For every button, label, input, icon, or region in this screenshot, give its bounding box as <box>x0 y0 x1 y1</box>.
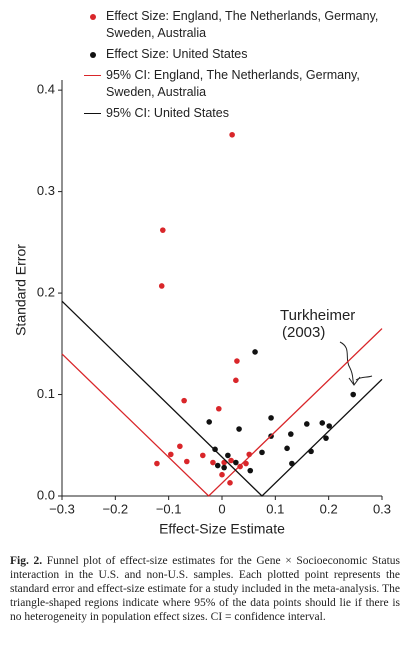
x-tick-label: −0.2 <box>102 501 128 516</box>
annotation-arrowhead <box>348 376 361 386</box>
x-tick-label: 0.2 <box>320 501 338 516</box>
legend-entry: 95% CI: England, The Netherlands, German… <box>84 67 384 101</box>
point <box>227 480 233 486</box>
point <box>236 426 242 432</box>
point <box>216 405 222 412</box>
point <box>229 131 235 138</box>
point <box>184 458 190 465</box>
point <box>304 421 310 427</box>
y-tick-label: 0.4 <box>37 82 55 97</box>
legend-marker <box>84 113 101 114</box>
x-tick-label: −0.1 <box>156 501 182 516</box>
y-tick-label: 0.3 <box>37 183 55 198</box>
legend-marker <box>84 75 101 76</box>
x-tick-label: 0 <box>218 501 225 516</box>
point <box>221 464 227 471</box>
point <box>154 460 160 467</box>
point <box>259 449 265 456</box>
point <box>168 451 174 458</box>
legend-label: 95% CI: England, The Netherlands, German… <box>106 68 360 99</box>
annotation: Turkheimer <box>280 307 355 324</box>
point <box>219 471 225 478</box>
point <box>323 435 329 441</box>
point <box>177 443 183 450</box>
annotation: (2003) <box>282 324 325 341</box>
point <box>158 283 165 289</box>
point <box>225 452 231 459</box>
point <box>268 415 274 421</box>
point <box>237 463 243 470</box>
point <box>214 462 221 469</box>
y-tick-label: 0.1 <box>37 386 55 401</box>
legend-label: Effect Size: England, The Netherlands, G… <box>106 9 379 40</box>
point <box>206 419 212 425</box>
y-tick-label: 0.0 <box>37 487 55 502</box>
point <box>160 227 166 233</box>
point <box>200 452 206 459</box>
x-tick-label: −0.3 <box>49 501 75 516</box>
legend-entry: Effect Size: United States <box>84 46 384 63</box>
annotation-arrow <box>355 375 373 381</box>
x-tick-label: 0.3 <box>373 501 391 516</box>
point <box>288 431 294 437</box>
legend: Effect Size: England, The Netherlands, G… <box>84 8 384 126</box>
x-axis-title: Effect-Size Estimate <box>159 521 285 537</box>
point <box>252 349 258 355</box>
legend-label: 95% CI: United States <box>106 106 229 120</box>
point <box>233 459 239 466</box>
point <box>284 445 290 452</box>
caption-label: Fig. 2. <box>10 555 43 567</box>
legend-entry: 95% CI: United States <box>84 105 384 122</box>
legend-entry: Effect Size: England, The Netherlands, G… <box>84 8 384 42</box>
legend-marker <box>90 14 96 20</box>
legend-label: Effect Size: United States <box>106 47 248 61</box>
legend-marker <box>90 52 96 58</box>
y-tick-label: 0.2 <box>37 285 55 300</box>
caption: Fig. 2. Funnel plot of effect-size estim… <box>10 554 400 624</box>
point <box>181 397 187 404</box>
point <box>319 420 326 426</box>
point <box>350 391 357 398</box>
chart: Effect-Size Estimate Standard Error Turk… <box>13 80 391 537</box>
ci-line <box>61 328 383 497</box>
y-axis-title: Standard Error <box>13 244 29 336</box>
point <box>326 423 333 429</box>
x-tick-label: 0.1 <box>266 501 284 516</box>
ci-line <box>61 300 383 497</box>
point <box>234 358 240 364</box>
annotation-arrow <box>339 341 355 385</box>
point <box>210 459 216 466</box>
point <box>233 377 239 384</box>
point <box>228 457 234 464</box>
caption-text: Funnel plot of effect-size estimates for… <box>10 555 400 623</box>
point <box>212 446 218 453</box>
point <box>247 467 254 474</box>
